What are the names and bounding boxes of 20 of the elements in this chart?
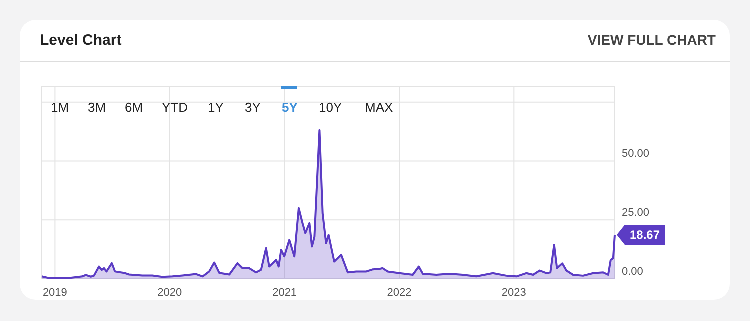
- annotation: MAX: [365, 100, 394, 115]
- x-tick-label: 2023: [502, 287, 526, 299]
- y-tick-label: 50.00: [622, 148, 650, 160]
- annotation: 3Y: [245, 100, 262, 115]
- text: VIEW FULL CHART: [588, 32, 716, 48]
- annotation: 5Y: [282, 100, 298, 115]
- y-tick-label: 25.00: [622, 207, 650, 220]
- x-tick-label: 2021: [272, 287, 298, 299]
- x-tick-label: 2019: [42, 287, 68, 299]
- annotation: YTD: [162, 100, 188, 115]
- chart-title: Level Chart: [40, 32, 122, 49]
- x-tick-label: 2020: [158, 287, 182, 299]
- annotation: 10Y: [319, 100, 342, 115]
- annotation: 3M: [88, 100, 106, 115]
- y-tick-label: 0.00: [622, 266, 644, 278]
- annotation: 1Y: [208, 100, 224, 115]
- x-tick-label: 2022: [387, 287, 412, 299]
- annotation: 1M: [51, 100, 70, 115]
- annotation: 18.67: [630, 228, 660, 242]
- annotation: 6M: [125, 100, 144, 115]
